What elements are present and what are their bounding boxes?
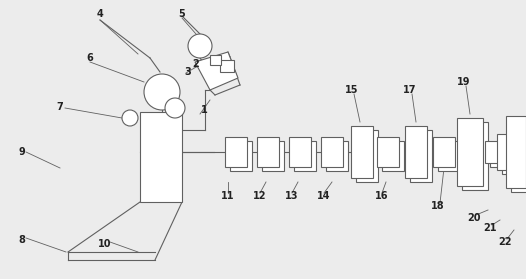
- Bar: [294, 141, 316, 171]
- Text: 12: 12: [253, 191, 267, 201]
- Text: 14: 14: [317, 191, 331, 201]
- Bar: [410, 130, 432, 182]
- Text: 13: 13: [285, 191, 299, 201]
- Text: 20: 20: [467, 213, 481, 223]
- Text: 2: 2: [193, 59, 199, 69]
- Text: 22: 22: [498, 237, 512, 247]
- Text: 9: 9: [18, 147, 25, 157]
- Bar: [438, 141, 460, 171]
- Bar: [210, 55, 221, 65]
- Bar: [321, 137, 343, 167]
- Text: 19: 19: [457, 77, 471, 87]
- Bar: [382, 141, 404, 171]
- Text: 7: 7: [57, 102, 63, 112]
- Bar: [356, 130, 378, 182]
- Circle shape: [122, 110, 138, 126]
- Circle shape: [144, 74, 180, 110]
- Bar: [377, 137, 399, 167]
- Circle shape: [188, 34, 212, 58]
- Bar: [230, 141, 252, 171]
- Bar: [485, 141, 499, 163]
- Text: 5: 5: [179, 9, 185, 19]
- Text: 15: 15: [345, 85, 359, 95]
- Polygon shape: [195, 52, 238, 90]
- Bar: [462, 122, 488, 190]
- Text: 6: 6: [87, 53, 94, 63]
- Text: 17: 17: [403, 85, 417, 95]
- Text: 10: 10: [98, 239, 112, 249]
- Bar: [220, 60, 234, 72]
- Text: 21: 21: [483, 223, 497, 233]
- Bar: [506, 116, 526, 188]
- Text: 16: 16: [375, 191, 389, 201]
- Text: 8: 8: [18, 235, 25, 245]
- Circle shape: [165, 98, 185, 118]
- Bar: [502, 138, 516, 174]
- Bar: [490, 145, 504, 167]
- Bar: [140, 112, 182, 202]
- Bar: [326, 141, 348, 171]
- Bar: [257, 137, 279, 167]
- Text: 3: 3: [185, 67, 191, 77]
- Text: 1: 1: [200, 105, 207, 115]
- Bar: [457, 118, 483, 186]
- Bar: [262, 141, 284, 171]
- Bar: [289, 137, 311, 167]
- Text: 11: 11: [221, 191, 235, 201]
- Text: 18: 18: [431, 201, 445, 211]
- Bar: [433, 137, 455, 167]
- Bar: [497, 134, 511, 170]
- Bar: [225, 137, 247, 167]
- Bar: [405, 126, 427, 178]
- Text: 4: 4: [97, 9, 104, 19]
- Bar: [511, 120, 526, 192]
- Bar: [351, 126, 373, 178]
